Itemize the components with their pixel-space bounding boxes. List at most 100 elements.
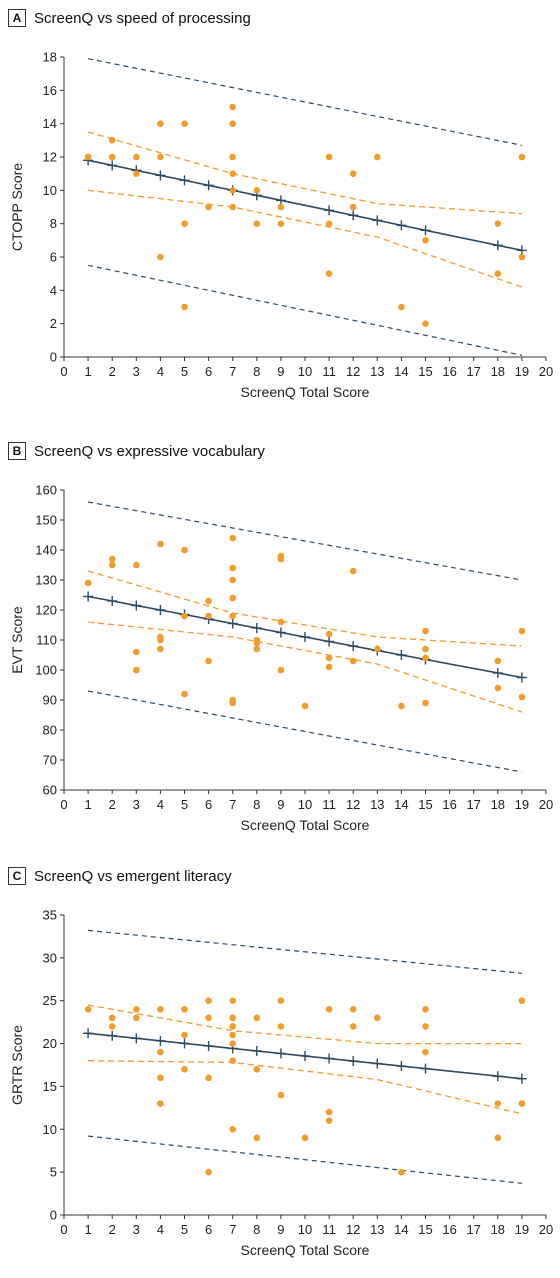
data-point — [494, 1100, 502, 1107]
panel-c: C ScreenQ vs emergent literacy 0 5 10 15 20 2… — [0, 858, 560, 1278]
data-point — [349, 170, 357, 177]
data-point — [157, 1005, 164, 1013]
panel-b-letter: B — [8, 442, 26, 460]
panel-b-title: ScreenQ vs expressive vocabulary — [34, 442, 265, 460]
pi-lower-line — [87, 690, 523, 773]
data-point — [229, 534, 236, 542]
y-tick-label: 110 — [36, 633, 57, 648]
data-point — [422, 237, 429, 244]
x-tick-label: 16 — [442, 364, 456, 379]
data-point — [181, 690, 188, 698]
x-tick-label: 6 — [205, 364, 212, 379]
data-point — [229, 564, 236, 572]
x-tick-label: 14 — [394, 1222, 408, 1237]
y-tick-label: 6 — [50, 250, 57, 265]
pi-lower-line — [87, 264, 523, 356]
fit-marker — [396, 220, 407, 231]
x-tick-label: 20 — [539, 1222, 553, 1237]
y-tick-label: 14 — [43, 116, 57, 131]
fit-marker — [372, 1058, 383, 1069]
x-tick-label: 2 — [109, 1222, 116, 1237]
data-point — [229, 1023, 236, 1030]
data-point — [108, 1023, 116, 1030]
data-point — [133, 1005, 140, 1013]
x-tick-label: 18 — [491, 797, 505, 812]
ci-lower-line — [88, 1060, 523, 1115]
data-point — [229, 1040, 236, 1047]
x-tick-label: 12 — [346, 364, 360, 379]
data-point — [325, 1108, 333, 1116]
data-point — [133, 666, 140, 674]
y-tick-label: 12 — [43, 150, 57, 165]
data-point — [253, 1014, 261, 1022]
y-tick-label: 130 — [35, 573, 57, 588]
x-tick-label: 1 — [84, 1222, 91, 1237]
data-point — [205, 203, 212, 211]
data-point — [229, 153, 236, 161]
y-tick-label: 140 — [35, 543, 57, 558]
ci-upper-line — [87, 1004, 522, 1045]
x-tick-label: 4 — [157, 797, 164, 812]
data-point — [157, 636, 164, 644]
x-tick-label: 2 — [109, 797, 116, 812]
pi-upper-line — [87, 58, 523, 146]
data-point — [133, 561, 140, 569]
x-tick-label: 15 — [418, 364, 432, 379]
x-tick-label: 19 — [515, 797, 529, 812]
data-point — [253, 639, 261, 647]
data-point — [133, 648, 140, 656]
y-tick-label: 16 — [43, 83, 57, 98]
data-point — [277, 203, 285, 211]
fit-marker — [251, 623, 262, 633]
x-tick-label: 9 — [277, 1222, 284, 1237]
y-tick-label: 0 — [50, 1208, 57, 1223]
fit-marker — [203, 1040, 214, 1051]
fit-marker — [131, 600, 142, 611]
x-tick-label: 8 — [253, 1222, 260, 1237]
data-point — [229, 120, 236, 127]
x-tick-label: 6 — [205, 1222, 212, 1237]
panel-c-header: C ScreenQ vs emergent literacy — [8, 866, 232, 886]
data-point — [205, 657, 212, 665]
data-point — [205, 997, 212, 1005]
fit-marker — [83, 591, 94, 602]
x-tick-label: 9 — [277, 797, 284, 812]
fit-line — [87, 159, 523, 252]
data-point — [518, 253, 526, 261]
fit-marker — [492, 1071, 503, 1082]
x-tick-label: 12 — [346, 797, 360, 812]
y-tick-label: 18 — [43, 50, 57, 65]
x-tick-label: 16 — [442, 1222, 456, 1237]
data-point — [494, 270, 502, 277]
x-tick-label: 11 — [322, 797, 336, 812]
data-point — [181, 1065, 188, 1073]
x-tick-label: 17 — [466, 797, 480, 812]
fit-marker — [107, 160, 118, 171]
ci-upper-line — [87, 131, 522, 215]
data-point — [325, 630, 333, 638]
fit-marker — [492, 240, 503, 251]
x-tick-label: 3 — [133, 1222, 140, 1237]
pi-upper-line — [88, 929, 522, 974]
fit-marker — [348, 641, 359, 651]
x-tick-label: 19 — [515, 1222, 529, 1237]
data-point — [108, 153, 116, 161]
x-tick-label: 11 — [322, 364, 336, 379]
data-point — [518, 153, 526, 161]
x-tick-label: 13 — [370, 1222, 384, 1237]
fit-marker — [324, 205, 335, 216]
data-point — [157, 645, 164, 653]
x-tick-label: 20 — [539, 364, 553, 379]
data-point — [518, 627, 526, 635]
y-tick-label: 60 — [43, 783, 57, 798]
x-axis-label: ScreenQ Total Score — [241, 817, 370, 833]
data-point — [349, 1023, 357, 1030]
data-point — [181, 1005, 188, 1013]
data-point — [325, 1117, 333, 1125]
x-tick-label: 5 — [181, 1222, 188, 1237]
data-point — [422, 320, 429, 327]
data-point — [277, 220, 285, 227]
x-tick-label: 10 — [298, 364, 312, 379]
data-point — [277, 555, 285, 563]
